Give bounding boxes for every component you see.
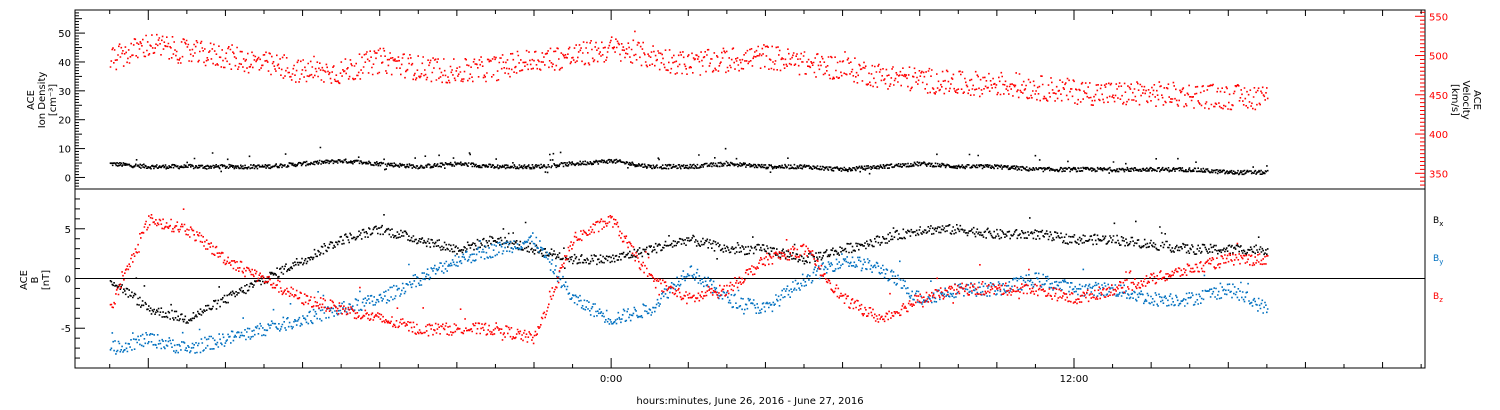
x-tick-label: 12:00 [1060,374,1089,385]
bottom-data-points [109,208,1269,355]
top-left-tick-label: 10 [58,145,71,156]
top-right-tick-label: 550 [1429,12,1448,23]
top-right-tick-label: 450 [1429,91,1448,102]
top-left-tick-label: 40 [58,58,71,69]
top-left-tick-label: 30 [58,87,71,98]
bottom-ylabel-line-1: ACE [19,270,30,290]
bottom-left-tick-label: 5 [65,225,71,236]
by-points [109,232,1269,355]
top-left-tick-label: 20 [58,116,71,127]
bottom-left-axis: -5 0 5 [61,188,85,369]
top-right-tick-label: 500 [1429,52,1448,63]
bottom-left-tick-label: 0 [65,275,71,286]
top-data-points [109,30,1269,176]
top-left-tick-label: 50 [58,29,71,40]
legend-by: By [1433,254,1443,266]
top-y2label-line-2: Velocity [1460,80,1471,119]
top-left-tick-label: 0 [65,173,71,184]
top-right-tick-label: 400 [1429,130,1448,141]
density-points [109,146,1269,176]
top-right-axis: 350 400 450 500 550 [1415,11,1448,186]
legend-bx: Bx [1433,216,1443,228]
top-ylabel-line-3: [cm⁻³] [48,84,59,116]
x-tick-label: 0:00 [600,374,622,385]
legend-bz: Bz [1433,292,1443,304]
legend: Bx By Bz [1433,216,1443,304]
bottom-panel: -5 0 5 0:00 12:00 ACE B [nT] Bx By Bz hours… [19,10,1443,407]
top-ylabel-line-2: Ion Density [37,72,48,129]
top-left-axis: 0 10 20 30 40 50 [58,9,85,190]
top-ylabel-line-1: ACE [26,90,37,110]
x-axis-label: hours:minutes, June 26, 2016 - June 27, … [636,396,863,407]
bottom-ylabel-line-2: B [30,276,41,283]
x-axis-ticks: 0:00 12:00 [109,10,1422,385]
bottom-ylabel-line-3: [nT] [41,270,52,290]
top-y2label-line-3: [km/s] [1449,84,1460,116]
top-right-tick-label: 350 [1429,169,1448,180]
top-y2label-line-1: ACE [1471,90,1482,110]
bottom-left-tick-label: -5 [61,324,71,335]
